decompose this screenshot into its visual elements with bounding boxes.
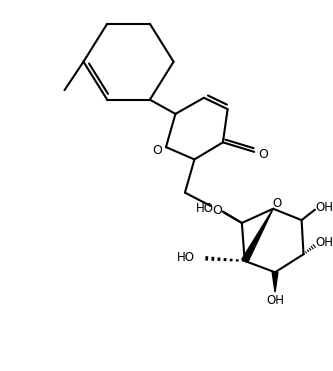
Text: OH: OH xyxy=(266,294,284,307)
Text: O: O xyxy=(259,148,269,161)
Text: HO: HO xyxy=(176,250,194,264)
Text: O: O xyxy=(212,204,222,217)
Text: OH: OH xyxy=(316,236,333,249)
Text: O: O xyxy=(153,144,163,157)
Polygon shape xyxy=(242,209,273,263)
Text: O: O xyxy=(272,197,282,210)
Polygon shape xyxy=(272,272,278,292)
Text: HO: HO xyxy=(196,202,214,215)
Text: OH: OH xyxy=(316,201,333,214)
